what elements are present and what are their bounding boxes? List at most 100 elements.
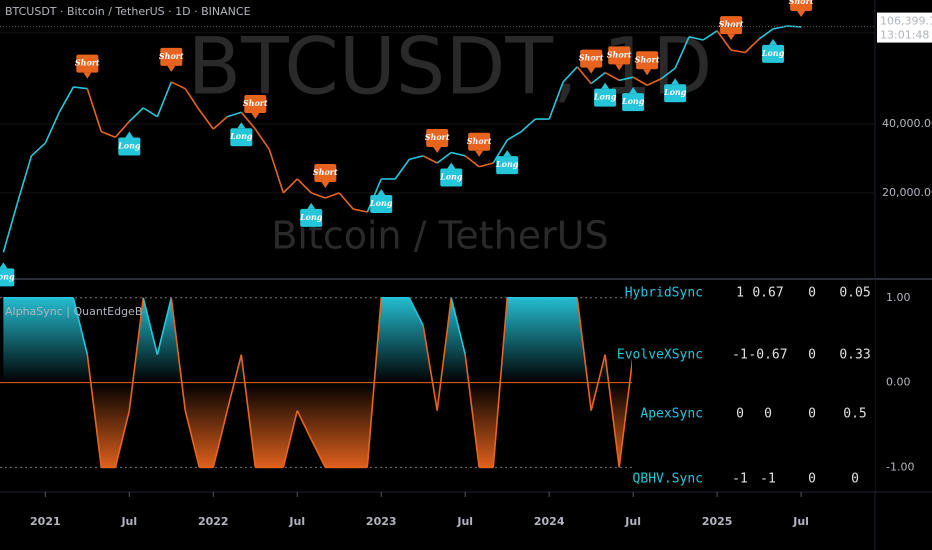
signal-box bbox=[594, 88, 617, 107]
line-segment bbox=[282, 178, 298, 194]
line-segment bbox=[619, 76, 634, 82]
line-segment bbox=[128, 107, 144, 123]
osc-area bbox=[3, 297, 802, 468]
signal-box bbox=[580, 49, 603, 68]
line-segment bbox=[394, 158, 410, 180]
signal-box bbox=[300, 208, 323, 227]
line-segment bbox=[44, 111, 61, 144]
table-cell: 0 bbox=[764, 407, 772, 422]
signal-box bbox=[496, 156, 519, 175]
signal-pointer bbox=[237, 122, 246, 129]
line-segment bbox=[436, 151, 452, 164]
signal-label: Short bbox=[789, 0, 814, 6]
line-segment bbox=[422, 325, 438, 411]
signal-pointer bbox=[727, 34, 736, 41]
line-segment bbox=[212, 410, 229, 468]
table-cell: 0.67 bbox=[752, 286, 783, 301]
line-segment bbox=[730, 49, 746, 54]
signal-pointer bbox=[125, 131, 134, 138]
line-segment bbox=[73, 86, 88, 90]
line-segment bbox=[576, 66, 592, 85]
signal-box bbox=[426, 129, 449, 148]
line-segment bbox=[562, 66, 578, 83]
line-segment bbox=[198, 109, 214, 130]
line-segment bbox=[156, 297, 173, 355]
signal-box bbox=[0, 268, 15, 287]
last-price-label: 106,399.19 bbox=[880, 15, 932, 28]
signal-label: Long bbox=[369, 198, 393, 208]
line-segment bbox=[632, 76, 648, 86]
signal-box bbox=[230, 128, 253, 147]
signal-label: Long bbox=[299, 212, 323, 222]
y-tick-label: 1.00 bbox=[886, 291, 911, 304]
line-segment bbox=[184, 410, 201, 468]
line-segment bbox=[478, 162, 494, 168]
line-segment bbox=[30, 142, 46, 157]
line-segment bbox=[674, 36, 690, 69]
signal-label: Short bbox=[313, 167, 338, 177]
y-tick-label: -1.00 bbox=[886, 460, 914, 473]
line-segment bbox=[702, 30, 718, 41]
line-segment bbox=[114, 120, 130, 138]
signal-box bbox=[790, 0, 813, 11]
signal-box bbox=[118, 137, 141, 156]
signal-label: Short bbox=[607, 49, 632, 59]
y-tick-label: 20,000.00 bbox=[882, 186, 932, 199]
signal-pointer bbox=[615, 64, 624, 71]
line-segment bbox=[758, 28, 774, 40]
x-tick-label: Jul bbox=[288, 515, 305, 528]
line-segment bbox=[436, 297, 453, 411]
table-bg bbox=[632, 281, 875, 491]
chart-title: BTCUSDT · Bitcoin / TetherUS · 1D · BINA… bbox=[5, 5, 251, 18]
line-segment bbox=[590, 354, 606, 411]
signal-box bbox=[608, 46, 631, 65]
signal-pointer bbox=[377, 188, 386, 195]
signal-pointer bbox=[167, 65, 176, 72]
signal-box bbox=[636, 51, 659, 70]
signal-pointer bbox=[587, 67, 596, 74]
signal-pointer bbox=[769, 38, 778, 45]
table-cell: -0.67 bbox=[748, 348, 787, 363]
signal-box bbox=[762, 44, 785, 63]
signal-box bbox=[314, 163, 337, 182]
line-segment bbox=[296, 178, 312, 194]
table-cell: -1 bbox=[760, 472, 776, 487]
line-segment bbox=[744, 38, 760, 54]
line-segment bbox=[128, 297, 145, 411]
line-segment bbox=[226, 354, 243, 411]
x-tick-label: 2022 bbox=[198, 515, 229, 528]
indicator-title: AlphaSync | QuantEdgeB bbox=[5, 305, 142, 318]
line-segment bbox=[240, 111, 256, 130]
table-row-name: ApexSync bbox=[640, 407, 703, 422]
line-segment bbox=[142, 107, 158, 118]
signal-box bbox=[720, 16, 743, 35]
line-segment bbox=[184, 88, 201, 111]
line-segment bbox=[2, 203, 19, 253]
signal-label: Short bbox=[467, 136, 492, 146]
x-tick-label: 2025 bbox=[702, 515, 733, 528]
table-row-name: EvolveXSync bbox=[617, 348, 703, 363]
signal-label: Short bbox=[579, 53, 604, 63]
line-segment bbox=[100, 130, 116, 138]
watermark-subtitle: Bitcoin / TetherUS bbox=[271, 214, 608, 258]
signal-pointer bbox=[433, 147, 442, 154]
line-segment bbox=[170, 297, 187, 411]
signal-pointer bbox=[307, 202, 316, 209]
table-cell: 0 bbox=[736, 407, 744, 422]
line-segment bbox=[618, 354, 634, 468]
table-row-name: QBHV.Sync bbox=[633, 472, 703, 487]
signal-label: Long bbox=[663, 87, 687, 97]
signal-box bbox=[76, 54, 99, 73]
line-segment bbox=[353, 208, 368, 213]
table-cell: 1 bbox=[736, 286, 744, 301]
signal-label: Short bbox=[75, 58, 100, 68]
signal-pointer bbox=[671, 78, 680, 85]
line-segment bbox=[716, 30, 732, 51]
table-cell: 0 bbox=[851, 472, 859, 487]
line-segment bbox=[409, 155, 424, 161]
signal-pointer bbox=[475, 150, 484, 157]
line-segment bbox=[366, 297, 383, 468]
signal-box bbox=[160, 47, 183, 66]
line-segment bbox=[604, 354, 621, 468]
